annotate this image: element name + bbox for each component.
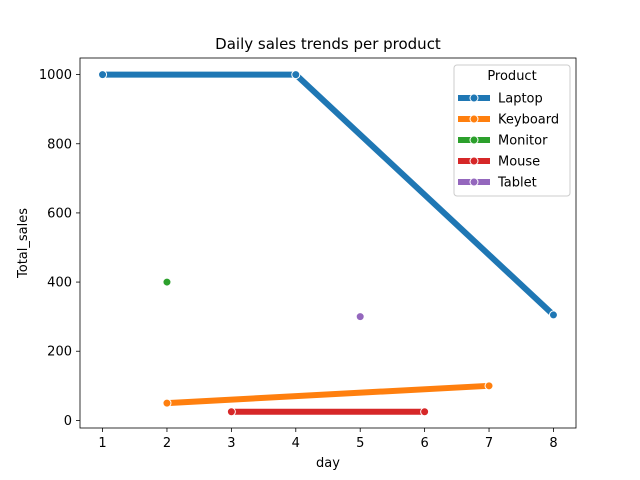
- data-point-laptop: [548, 310, 558, 320]
- legend-marker-mouse: [469, 156, 479, 166]
- data-point-laptop: [291, 70, 301, 80]
- data-point-mouse: [226, 407, 236, 417]
- plot-area: [79, 57, 577, 429]
- x-axis-label: day: [316, 456, 340, 471]
- y-tick-label: 800: [47, 137, 72, 152]
- legend-title: Product: [487, 69, 536, 84]
- x-tick-label: 8: [549, 436, 557, 451]
- y-axis-label: Total_sales: [16, 208, 31, 279]
- x-tick-label: 2: [163, 436, 171, 451]
- y-tick-label: 200: [47, 345, 72, 360]
- x-tick-label: 7: [485, 436, 493, 451]
- legend-label-mouse: Mouse: [498, 155, 540, 170]
- data-point-tablet: [355, 312, 365, 322]
- y-tick-label: 400: [47, 276, 72, 291]
- chart-title: Daily sales trends per product: [215, 35, 441, 53]
- y-tick-label: 600: [47, 206, 72, 221]
- x-axis: 1 2 3 4 5 6 7 8: [98, 428, 558, 451]
- y-tick-label: 1000: [39, 68, 72, 83]
- legend-label-monitor: Monitor: [498, 134, 548, 149]
- legend-label-laptop: Laptop: [498, 92, 543, 107]
- series-line-keyboard: [166, 382, 490, 407]
- data-point-keyboard: [484, 381, 494, 391]
- x-tick-label: 3: [227, 436, 235, 451]
- data-point-monitor: [162, 277, 172, 287]
- legend-marker-tablet: [469, 177, 479, 187]
- legend-marker-monitor: [469, 135, 479, 145]
- series-points: [98, 70, 558, 417]
- y-tick-label: 0: [64, 414, 72, 429]
- legend-label-keyboard: Keyboard: [498, 113, 559, 128]
- x-tick-label: 5: [356, 436, 364, 451]
- legend-label-tablet: Tablet: [497, 176, 537, 191]
- data-point-laptop: [98, 70, 108, 80]
- x-tick-label: 6: [420, 436, 428, 451]
- y-axis: 0 200 400 600 800 1000: [39, 68, 80, 429]
- legend-marker-keyboard: [469, 114, 479, 124]
- legend-marker-laptop: [469, 93, 479, 103]
- x-tick-label: 4: [292, 436, 300, 451]
- axes-frame: [79, 57, 577, 429]
- data-point-keyboard: [162, 398, 172, 408]
- x-tick-label: 1: [98, 436, 106, 451]
- data-point-mouse: [420, 407, 430, 417]
- legend: Product Laptop Keyboard Monitor Mouse Tablet: [453, 64, 571, 197]
